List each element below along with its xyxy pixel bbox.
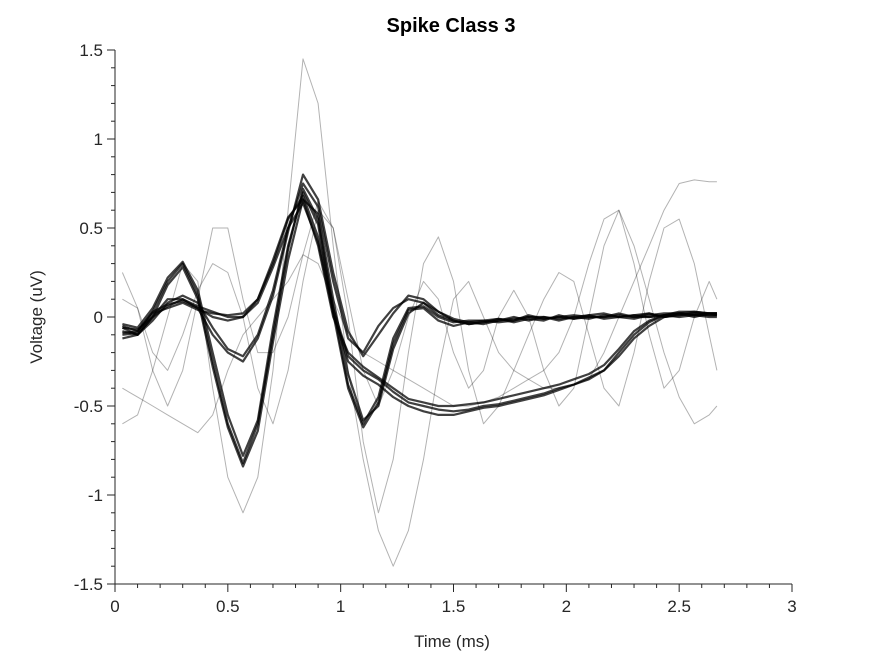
waveform-line bbox=[122, 58, 717, 567]
y-axis-label: Voltage (uV) bbox=[27, 270, 46, 364]
x-tick-label: 0 bbox=[110, 597, 119, 616]
x-tick-label: 1 bbox=[336, 597, 345, 616]
x-tick-label: 2.5 bbox=[667, 597, 691, 616]
waveform-line bbox=[122, 182, 718, 358]
waveform-line bbox=[121, 200, 718, 514]
y-tick-label: -0.5 bbox=[74, 397, 103, 416]
waveform-line bbox=[122, 209, 718, 425]
x-tick-label: 1.5 bbox=[442, 597, 466, 616]
waveform-line bbox=[122, 173, 717, 363]
x-axis-label: Time (ms) bbox=[414, 632, 490, 651]
x-ticks: 0 0.5 1 1.5 2 2.5 3 bbox=[110, 584, 797, 616]
chart-title: Spike Class 3 bbox=[387, 15, 516, 37]
x-tick-label: 2 bbox=[562, 597, 571, 616]
waveform-line bbox=[122, 209, 718, 434]
y-tick-label: 1.5 bbox=[79, 41, 103, 60]
waveform-line bbox=[122, 198, 717, 408]
x-tick-label: 3 bbox=[787, 597, 796, 616]
y-tick-label: -1 bbox=[88, 486, 103, 505]
y-ticks: -1.5 -1 -0.5 0 0.5 1 1.5 bbox=[74, 41, 115, 594]
plot-area bbox=[121, 58, 718, 567]
x-tick-label: 0.5 bbox=[216, 597, 240, 616]
y-tick-label: -1.5 bbox=[74, 575, 103, 594]
y-tick-label: 1 bbox=[94, 130, 103, 149]
y-tick-label: 0 bbox=[94, 308, 103, 327]
y-tick-label: 0.5 bbox=[79, 219, 103, 238]
waveform-line bbox=[122, 191, 717, 457]
waveform-line bbox=[122, 202, 717, 416]
